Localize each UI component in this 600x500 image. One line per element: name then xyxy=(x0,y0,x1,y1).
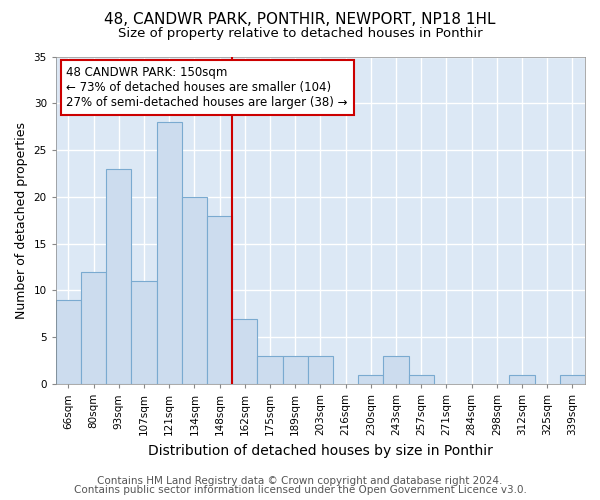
Text: Size of property relative to detached houses in Ponthir: Size of property relative to detached ho… xyxy=(118,28,482,40)
Bar xyxy=(232,318,257,384)
Bar xyxy=(207,216,232,384)
Bar xyxy=(509,374,535,384)
Bar xyxy=(560,374,585,384)
Bar xyxy=(157,122,182,384)
Bar xyxy=(283,356,308,384)
Bar xyxy=(106,169,131,384)
Bar xyxy=(409,374,434,384)
Bar xyxy=(383,356,409,384)
Text: Contains public sector information licensed under the Open Government Licence v3: Contains public sector information licen… xyxy=(74,485,526,495)
Bar xyxy=(308,356,333,384)
X-axis label: Distribution of detached houses by size in Ponthir: Distribution of detached houses by size … xyxy=(148,444,493,458)
Text: 48, CANDWR PARK, PONTHIR, NEWPORT, NP18 1HL: 48, CANDWR PARK, PONTHIR, NEWPORT, NP18 … xyxy=(104,12,496,28)
Bar xyxy=(358,374,383,384)
Bar xyxy=(81,272,106,384)
Bar xyxy=(131,281,157,384)
Text: 48 CANDWR PARK: 150sqm
← 73% of detached houses are smaller (104)
27% of semi-de: 48 CANDWR PARK: 150sqm ← 73% of detached… xyxy=(67,66,348,110)
Text: Contains HM Land Registry data © Crown copyright and database right 2024.: Contains HM Land Registry data © Crown c… xyxy=(97,476,503,486)
Bar xyxy=(56,300,81,384)
Bar xyxy=(257,356,283,384)
Bar xyxy=(182,197,207,384)
Y-axis label: Number of detached properties: Number of detached properties xyxy=(15,122,28,319)
